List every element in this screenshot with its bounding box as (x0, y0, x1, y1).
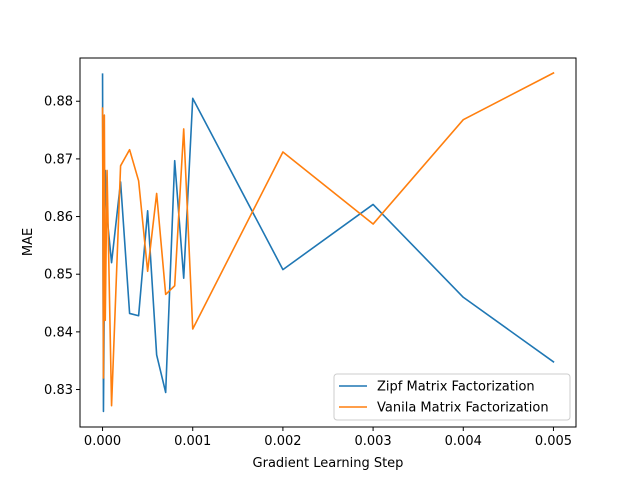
y-tick-label: 0.88 (44, 95, 73, 110)
x-tick-label: 0.001 (174, 434, 211, 449)
y-axis-label: MAE (21, 228, 36, 256)
legend-box (333, 373, 571, 421)
plot-area (80, 58, 576, 427)
x-tick-label: 0.004 (445, 434, 482, 449)
x-tick-label: 0.003 (354, 434, 391, 449)
x-tick-label: 0.000 (84, 434, 121, 449)
x-axis: 0.000 0.001 0.002 0.003 0.004 0.005 (84, 427, 572, 449)
y-tick-label: 0.86 (44, 210, 73, 225)
plot-frame (79, 57, 577, 428)
series-layer (101, 71, 555, 413)
y-tick-label: 0.87 (44, 152, 73, 167)
legend-entry-label: Zipf Matrix Factorization (377, 380, 535, 395)
x-tick-label: 0.005 (535, 434, 572, 449)
series-line-vanila (101, 71, 555, 407)
y-axis: 0.83 0.84 0.85 0.86 0.87 0.88 (44, 95, 80, 398)
y-tick-label: 0.84 (44, 325, 73, 340)
x-tick-label: 0.002 (264, 434, 301, 449)
legend-entry-label: Vanila Matrix Factorization (377, 401, 549, 416)
legend: Zipf Matrix Factorization Vanila Matrix F… (333, 373, 571, 421)
y-tick-label: 0.83 (44, 383, 73, 398)
y-tick-label: 0.85 (44, 268, 73, 283)
x-axis-label: Gradient Learning Step (253, 456, 404, 471)
